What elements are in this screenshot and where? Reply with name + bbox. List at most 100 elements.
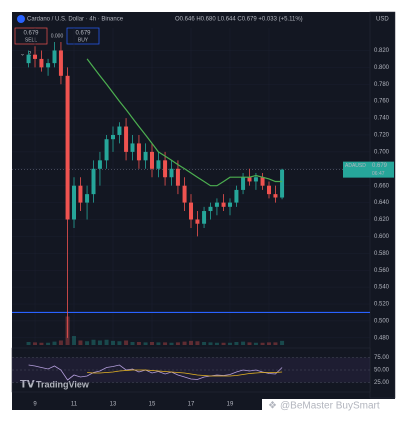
candle-body: [253, 177, 258, 182]
sell-label: SELL: [25, 37, 37, 43]
y-tick-label: 0.600: [374, 234, 390, 240]
buy-label: BUY: [78, 37, 89, 43]
candle-body: [52, 50, 57, 64]
volume-bar: [26, 342, 31, 345]
volume-bar: [221, 342, 226, 345]
volume-bar: [91, 339, 96, 345]
price-flag: [370, 161, 394, 178]
candle-body: [78, 185, 83, 203]
volume-bar: [214, 342, 219, 345]
symbol-tag: ADAUSD: [345, 163, 366, 169]
candle-body: [280, 169, 285, 198]
candle-body: [124, 126, 129, 152]
volume-bar: [260, 342, 265, 345]
volume-bar: [111, 340, 116, 345]
volume-bar: [52, 341, 57, 345]
sell-price: 0.679: [23, 31, 39, 37]
rsi-line: [28, 364, 283, 381]
candle-body: [33, 54, 38, 59]
volume-bar: [143, 342, 148, 345]
countdown: 06:47: [372, 171, 385, 177]
x-tick-label: 13: [110, 402, 117, 408]
candle-body: [227, 202, 232, 207]
rsi-tick-label: 75.00: [374, 355, 390, 361]
volume-bar: [163, 342, 168, 345]
candle-body: [221, 202, 226, 207]
volume-bar: [247, 342, 252, 345]
candle-body: [130, 143, 135, 152]
y-tick-label: 0.560: [374, 268, 390, 274]
x-tick-label: 17: [188, 402, 195, 408]
sell-button[interactable]: [14, 27, 48, 45]
y-tick-label: 0.540: [374, 285, 390, 291]
title: Cardano / U.S. Dollar · 4h · Binance: [27, 17, 124, 23]
volume-bar: [169, 342, 174, 345]
candle-body: [156, 160, 161, 169]
x-tick-label: 9: [33, 402, 37, 408]
volume-bar: [189, 340, 193, 345]
volume-bar: [241, 341, 246, 345]
candle-body: [111, 134, 116, 140]
candle-body: [72, 185, 77, 220]
candle-body: [143, 151, 148, 161]
candle-body: [234, 189, 239, 203]
volume-bar: [124, 340, 129, 345]
y-tick-label: 0.820: [374, 48, 390, 54]
candle-body: [169, 168, 174, 178]
rsi-tick-label: 25.00: [374, 380, 390, 386]
indicator-toggle[interactable]: ⌄: [20, 52, 25, 58]
buy-price: 0.679: [75, 31, 91, 37]
volume-bar: [273, 342, 278, 345]
candle-body: [175, 168, 180, 186]
spread: 0.000: [51, 33, 64, 39]
y-tick-label: 0.800: [374, 65, 390, 71]
buy-button[interactable]: [66, 27, 100, 45]
watermark: @BeMaster BuySmart: [280, 401, 380, 412]
volume-bar: [227, 342, 232, 345]
y-tick-label: 0.640: [374, 200, 390, 206]
volume-bar: [182, 341, 187, 345]
candle-body: [85, 194, 90, 203]
candle-body: [104, 139, 109, 161]
rsi-tick-label: 50.00: [374, 368, 390, 374]
currency: USD: [376, 17, 389, 23]
y-tick-label: 0.700: [374, 149, 390, 155]
volume-bar: [46, 342, 51, 345]
rsi-line: [87, 369, 283, 377]
volume-bar: [78, 340, 83, 345]
volume-bar: [97, 340, 102, 345]
volume-bar: [136, 342, 141, 345]
volume-bar: [150, 342, 155, 345]
y-tick-label: 0.520: [374, 302, 390, 308]
watermark-icon: ❖: [268, 401, 277, 412]
volume-bar: [208, 342, 213, 345]
last-price: 0.679: [372, 163, 388, 169]
volume-bar: [58, 340, 63, 345]
candle-body: [273, 194, 278, 198]
x-tick-label: 15: [149, 402, 156, 408]
volume-bar: [39, 342, 44, 345]
candle-body: [266, 185, 271, 195]
candle-body: [26, 54, 31, 64]
y-tick-label: 0.660: [374, 183, 390, 189]
y-tick-label: 0.780: [374, 82, 390, 88]
volume-bar: [266, 342, 271, 345]
price-axis: [369, 11, 396, 399]
volume-bar: [202, 342, 207, 345]
indicator-count: 2: [28, 52, 32, 58]
y-tick-label: 0.480: [374, 335, 390, 341]
y-tick-label: 0.500: [374, 318, 390, 324]
candle-body: [91, 168, 96, 195]
candle-body: [46, 63, 51, 68]
candle-body: [202, 211, 207, 224]
volume-bar: [175, 342, 180, 345]
candle-body: [182, 185, 187, 203]
candle-body: [241, 177, 246, 190]
candle-body: [117, 126, 122, 135]
volume-bar: [85, 341, 90, 345]
volume-bar: [130, 342, 135, 345]
brand-logo: 𝗧𝗩: [20, 380, 35, 391]
candle-body: [208, 206, 213, 212]
y-tick-label: 0.580: [374, 251, 390, 257]
